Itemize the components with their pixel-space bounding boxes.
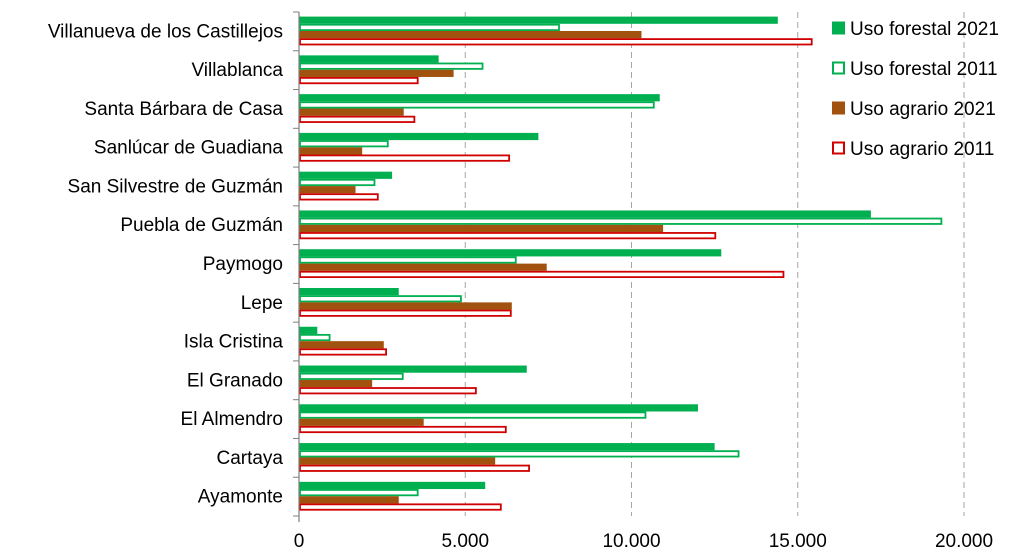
bar-3-10 (299, 379, 373, 388)
legend: Uso forestal 2021 Uso forestal 2011 Uso ag… (832, 19, 999, 160)
bar-1-11 (299, 404, 698, 412)
category-label: Isla Cristina (184, 332, 284, 353)
bar-3-3 (299, 108, 404, 116)
bar-2-1 (299, 23, 560, 32)
bar-1-5 (299, 171, 393, 179)
bars-group (299, 16, 943, 511)
bar-3-8 (299, 302, 512, 310)
bar-1-1 (299, 16, 778, 24)
bar-4-11 (299, 425, 507, 434)
legend-swatch-3 (832, 101, 845, 115)
bar-3-9 (299, 341, 384, 349)
legend-swatch-1 (832, 21, 845, 35)
category-label: Puebla de Guzmán (120, 215, 283, 236)
bar-2-6 (299, 217, 943, 225)
bar-2-7 (299, 256, 517, 264)
bar-2-8 (299, 295, 462, 303)
bar-1-2 (299, 55, 439, 63)
bar-2-5 (299, 178, 376, 187)
bar-3-6 (299, 224, 664, 233)
bar-2-9 (299, 333, 331, 342)
bar-2-11 (299, 411, 647, 419)
bar-1-6 (299, 210, 871, 218)
bar-4-12 (299, 464, 530, 472)
bar-4-2 (299, 76, 419, 85)
bar-1-3 (299, 94, 660, 102)
bar-4-9 (299, 348, 388, 356)
bar-2-13 (299, 489, 419, 497)
category-label: Santa Bárbara de Casa (84, 99, 283, 120)
category-label: Sanlúcar de Guadiana (94, 138, 284, 159)
legend-swatch-4 (832, 141, 845, 155)
bar-2-4 (299, 140, 389, 148)
bar-3-11 (299, 418, 424, 426)
bar-2-3 (299, 101, 655, 109)
legend-swatch-2 (832, 61, 845, 75)
category-labels: Villanueva de los Castillejos Villablanca… (48, 21, 284, 507)
category-label: Villablanca (191, 60, 283, 81)
bar-4-3 (299, 115, 416, 123)
bar-3-1 (299, 31, 642, 39)
category-label: San Silvestre de Guzmán (68, 176, 283, 197)
axes (293, 11, 300, 522)
bar-1-4 (299, 132, 539, 141)
x-tick-label: 5.000 (441, 531, 489, 552)
x-tick-label: 20.000 (935, 531, 993, 552)
category-label: El Granado (187, 370, 283, 391)
bar-3-13 (299, 496, 399, 504)
bar-2-12 (299, 450, 740, 458)
bar-2-10 (299, 372, 404, 380)
bar-4-6 (299, 232, 717, 240)
bar-4-5 (299, 193, 379, 201)
bar-4-7 (299, 270, 785, 279)
bar-4-4 (299, 154, 511, 162)
x-tick-label: 0 (294, 531, 305, 552)
bar-3-4 (299, 147, 363, 155)
bar-1-10 (299, 365, 527, 373)
category-label: El Almendro (181, 409, 283, 430)
tick-labels: 0 5.000 10.000 15.000 20.000 (294, 531, 993, 552)
category-label: Villanueva de los Castillejos (48, 21, 283, 42)
bar-2-2 (299, 62, 484, 70)
bar-4-1 (299, 38, 813, 46)
bar-3-5 (299, 186, 356, 194)
category-label: Cartaya (216, 448, 283, 469)
bar-3-2 (299, 69, 454, 77)
legend-label-1: Uso forestal 2021 (850, 19, 999, 40)
bar-4-13 (299, 503, 502, 511)
bar-3-12 (299, 457, 496, 465)
bar-3-7 (299, 263, 547, 271)
x-tick-label: 15.000 (769, 531, 827, 552)
bar-1-9 (299, 326, 318, 334)
bar-1-13 (299, 481, 486, 490)
legend-label-3: Uso agrario 2021 (850, 99, 996, 120)
x-tick-label: 10.000 (602, 531, 660, 552)
category-label: Lepe (241, 293, 283, 314)
bar-1-12 (299, 443, 715, 451)
bar-4-10 (299, 387, 477, 395)
bar-1-7 (299, 249, 722, 257)
category-label: Paymogo (203, 254, 283, 275)
legend-label-2: Uso forestal 2011 (850, 59, 998, 80)
bar-4-8 (299, 309, 512, 317)
legend-label-4: Uso agrario 2011 (850, 139, 994, 160)
bar-1-8 (299, 287, 399, 296)
category-label: Ayamonte (198, 487, 283, 508)
